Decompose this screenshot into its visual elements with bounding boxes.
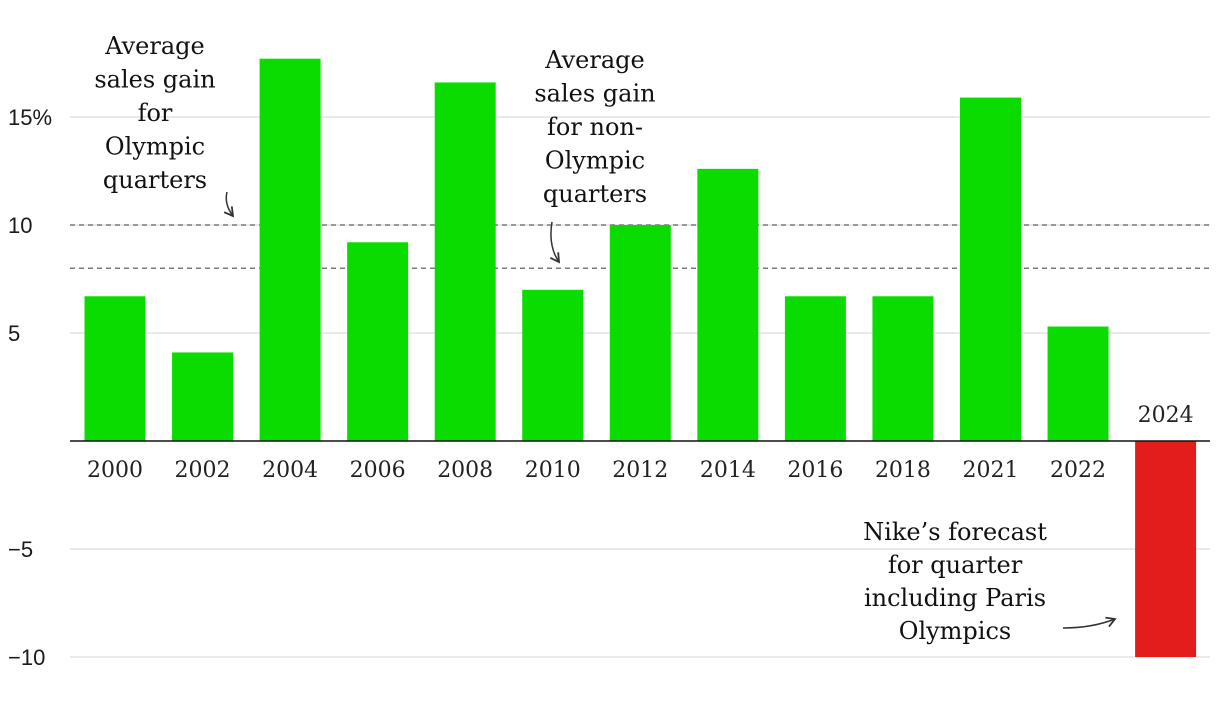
bar-2022 bbox=[1047, 326, 1109, 441]
bar-2010 bbox=[522, 289, 584, 441]
annotation-line: Average bbox=[104, 32, 204, 60]
y-tick-label: −5 bbox=[8, 537, 33, 562]
bar-2014 bbox=[697, 168, 759, 441]
x-tick-label: 2014 bbox=[700, 458, 756, 483]
annotation-line: Average bbox=[544, 46, 644, 74]
forecast-annotation-arrow bbox=[1062, 616, 1117, 629]
bar-2008 bbox=[434, 82, 496, 441]
annotation-line: Olympic bbox=[105, 133, 205, 161]
x-tick-label: 2000 bbox=[87, 458, 143, 483]
x-tick-label: 2024 bbox=[1138, 403, 1194, 428]
y-tick-label: −10 bbox=[8, 645, 45, 670]
annotation-line: quarters bbox=[543, 180, 647, 208]
y-tick-label: 10 bbox=[8, 213, 32, 238]
x-tick-label: 2012 bbox=[612, 458, 668, 483]
annotation-line: for quarter bbox=[888, 551, 1023, 579]
annotation-line: including Paris bbox=[864, 584, 1046, 612]
x-tick-label: 2002 bbox=[175, 458, 231, 483]
bar-2021 bbox=[960, 97, 1021, 441]
bar-2016 bbox=[784, 296, 846, 441]
annotation-line: for bbox=[138, 99, 173, 127]
bar-2000 bbox=[84, 296, 146, 441]
bar-2012 bbox=[609, 225, 671, 441]
forecast-annotation: Nike’s forecast for quarter including Pari… bbox=[863, 518, 1047, 645]
x-tick-label: 2016 bbox=[787, 458, 843, 483]
x-tick-label: 2021 bbox=[963, 458, 1019, 483]
bar-forecast-2024 bbox=[1135, 441, 1197, 657]
olympic-annotation-arrow bbox=[223, 191, 235, 218]
x-tick-label: 2022 bbox=[1050, 458, 1106, 483]
annotation-line: quarters bbox=[103, 166, 207, 194]
annotation-line: for non- bbox=[547, 113, 643, 141]
olympic-average-annotation: Average sales gain for Olympic quarters bbox=[94, 32, 215, 194]
y-tick-label: 5 bbox=[8, 321, 20, 346]
bars bbox=[84, 58, 1197, 657]
x-tick-label: 2010 bbox=[525, 458, 581, 483]
x-tick-label: 2008 bbox=[437, 458, 493, 483]
non-olympic-annotation-arrow bbox=[549, 221, 561, 264]
bar-2018 bbox=[872, 296, 934, 441]
axes: −10 −5 5 10 15% 2000 2002 2004 2006 2008 2010 2012 2… bbox=[8, 105, 1210, 670]
non-olympic-average-annotation: Average sales gain for non- Olympic quarters bbox=[534, 46, 655, 208]
x-tick-label: 2004 bbox=[262, 458, 318, 483]
x-tick-label: 2018 bbox=[875, 458, 931, 483]
annotation-line: sales gain bbox=[94, 66, 215, 94]
y-tick-label: 15% bbox=[8, 105, 52, 130]
annotation-line: sales gain bbox=[534, 80, 655, 108]
bar-2006 bbox=[347, 242, 409, 441]
annotation-line: Olympic bbox=[545, 147, 645, 175]
annotation-line: Olympics bbox=[899, 617, 1011, 645]
x-tick-label: 2006 bbox=[350, 458, 406, 483]
bar-2004 bbox=[259, 58, 321, 442]
annotation-line: Nike’s forecast bbox=[863, 518, 1047, 546]
bar-2002 bbox=[172, 352, 234, 441]
